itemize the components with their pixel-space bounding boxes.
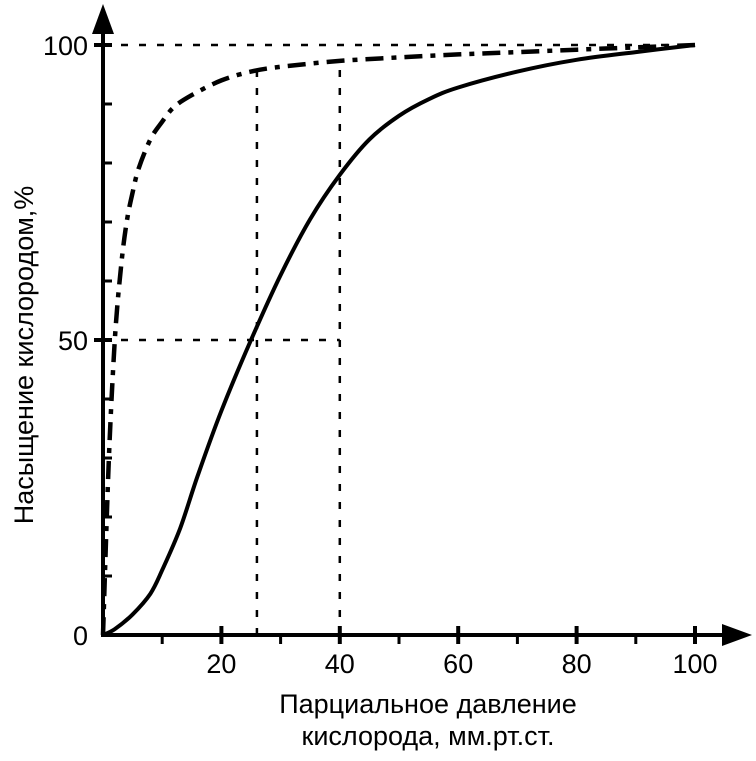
- y-tick-label-50: 50: [58, 326, 88, 356]
- x-tick-label-100: 100: [672, 649, 717, 679]
- x-tick-label-60: 60: [443, 649, 473, 679]
- series: [100, 42, 696, 637]
- axes: [92, 4, 752, 646]
- y-axis-arrow: [92, 4, 114, 34]
- x-axis-label-line-2: кислорода, мм.рт.ст.: [302, 721, 555, 751]
- x-axis-label-line-1: Парциальное давление: [279, 689, 577, 719]
- y-tick-label-0: 0: [73, 621, 88, 651]
- x-tick-label-20: 20: [206, 649, 236, 679]
- series-line-solid: [102, 43, 696, 637]
- x-axis-arrow: [722, 624, 752, 646]
- labels: Насыщение кислородом,% Парциальное давле…: [9, 186, 577, 751]
- series-line-dash-dot: [100, 42, 696, 636]
- x-tick-label-80: 80: [562, 649, 592, 679]
- ticks: 20 40 60 80 100 0 50 100: [43, 31, 718, 679]
- y-axis-label: Насыщение кислородом,%: [9, 186, 39, 525]
- x-tick-label-40: 40: [325, 649, 355, 679]
- reference-lines: [103, 43, 695, 635]
- y-tick-label-100: 100: [43, 31, 88, 61]
